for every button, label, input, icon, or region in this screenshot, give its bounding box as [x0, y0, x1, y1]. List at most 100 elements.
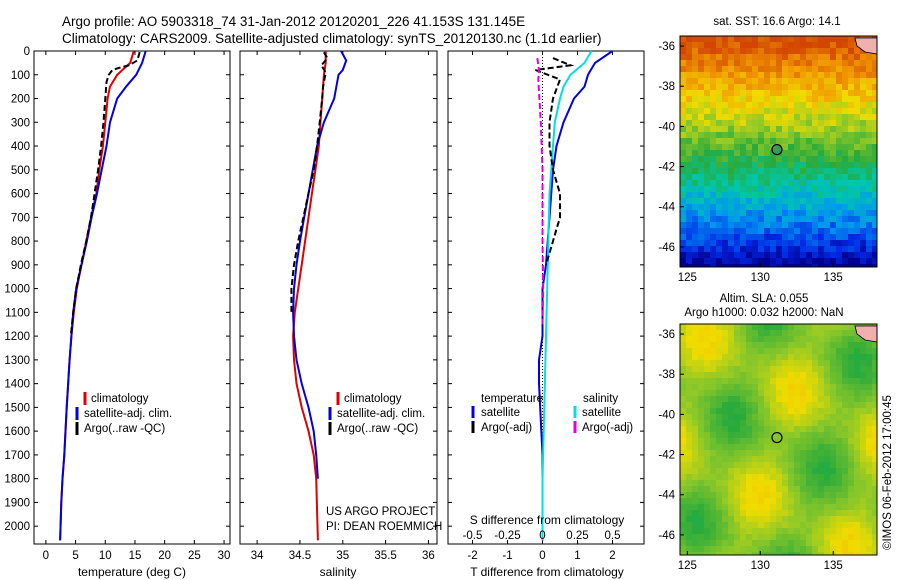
map-cell: [686, 522, 692, 528]
map-cell: [692, 54, 698, 60]
map-cell: [860, 510, 866, 516]
map-cell: [770, 180, 776, 186]
map-cell: [848, 156, 854, 162]
map-cell: [680, 192, 686, 198]
map-cell: [806, 480, 812, 486]
map-cell: [812, 168, 818, 174]
map-cell: [794, 234, 800, 240]
map-cell: [704, 378, 710, 384]
map-cell: [818, 354, 824, 360]
map-cell: [860, 360, 866, 366]
map-cell: [836, 102, 842, 108]
map-cell: [800, 108, 806, 114]
map-cell: [848, 492, 854, 498]
map-cell: [734, 456, 740, 462]
map-cell: [830, 180, 836, 186]
map-cell: [728, 264, 734, 267]
map-cell: [758, 90, 764, 96]
map-cell: [854, 384, 860, 390]
map-cell: [788, 156, 794, 162]
map-cell: [818, 180, 824, 186]
map-cell: [752, 204, 758, 210]
map-cell: [836, 336, 842, 342]
map-cell: [692, 258, 698, 264]
map-cell: [812, 372, 818, 378]
map-cell: [794, 180, 800, 186]
map-cell: [842, 84, 848, 90]
map-cell: [758, 234, 764, 240]
map-cell: [830, 444, 836, 450]
map-cell: [812, 324, 818, 330]
map-cell: [746, 216, 752, 222]
map-cell: [830, 342, 836, 348]
map-cell: [752, 336, 758, 342]
map-cell: [866, 504, 872, 510]
map-cell: [854, 438, 860, 444]
map-cell: [740, 546, 746, 552]
map-cell: [734, 180, 740, 186]
map-cell: [800, 468, 806, 474]
legend-label-satellite: satellite-adj. clim.: [84, 408, 172, 420]
map-cell: [770, 192, 776, 198]
map-cell: [764, 192, 770, 198]
map-cell: [752, 168, 758, 174]
map-cell: [794, 186, 800, 192]
map-cell: [788, 450, 794, 456]
map-cell: [716, 414, 722, 420]
map-cell: [758, 144, 764, 150]
map-cell: [782, 540, 788, 546]
map-cell: [800, 420, 806, 426]
map-cell: [716, 108, 722, 114]
map-cell: [716, 504, 722, 510]
map-cell: [752, 174, 758, 180]
map-cell: [728, 492, 734, 498]
map-cell: [836, 186, 842, 192]
map-cell: [836, 210, 842, 216]
map-cell: [716, 552, 722, 555]
map-cell: [866, 96, 872, 102]
map-cell: [788, 96, 794, 102]
map-cell: [698, 528, 704, 534]
map-cell: [794, 402, 800, 408]
salinity-difference-tick-label: 0.25: [566, 530, 588, 542]
map-cell: [698, 342, 704, 348]
map-cell: [836, 456, 842, 462]
map-cell: [830, 198, 836, 204]
map-cell: [746, 480, 752, 486]
map-cell: [806, 96, 812, 102]
map-cell: [806, 126, 812, 132]
map-cell: [776, 342, 782, 348]
map-cell: [842, 438, 848, 444]
map-cell: [746, 138, 752, 144]
map-cell: [692, 174, 698, 180]
map-cell: [716, 450, 722, 456]
map-cell: [692, 78, 698, 84]
map-cell: [812, 456, 818, 462]
legend-label-satellite-s: satellite: [582, 407, 621, 419]
map-cell: [716, 528, 722, 534]
map-cell: [788, 210, 794, 216]
map-cell: [764, 72, 770, 78]
map-cell: [788, 432, 794, 438]
map-cell: [770, 480, 776, 486]
map-cell: [698, 108, 704, 114]
map-cell: [740, 504, 746, 510]
map-cell: [764, 516, 770, 522]
map-cell: [842, 366, 848, 372]
map-cell: [854, 342, 860, 348]
map-cell: [782, 438, 788, 444]
map-cell: [836, 510, 842, 516]
map-cell: [866, 198, 872, 204]
map-cell: [854, 336, 860, 342]
map-cell: [854, 210, 860, 216]
map-cell: [680, 258, 686, 264]
map-cell: [866, 516, 872, 522]
map-cell: [794, 138, 800, 144]
map-cell: [776, 384, 782, 390]
map-cell: [704, 102, 710, 108]
map-cell: [806, 168, 812, 174]
map-cell: [818, 420, 824, 426]
map-cell: [854, 90, 860, 96]
map-cell: [692, 438, 698, 444]
map-cell: [794, 36, 800, 42]
